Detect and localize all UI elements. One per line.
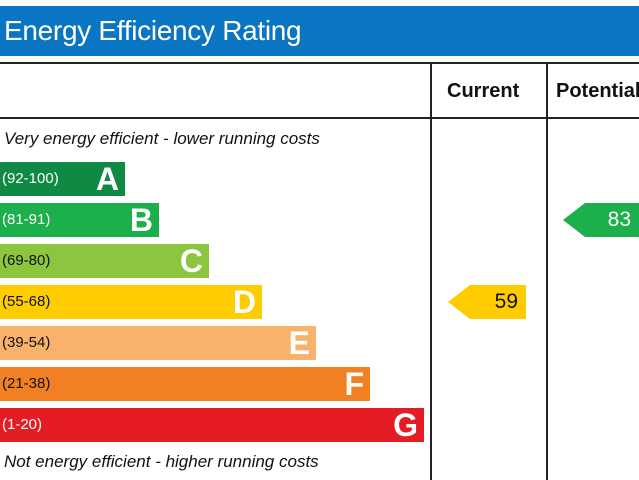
band-range-label: (1-20) <box>2 416 43 433</box>
potential-rating-arrow: 83 <box>563 203 639 237</box>
band-letter: G <box>393 407 418 443</box>
band-range-label: (81-91) <box>2 211 51 228</box>
band-range-label: (92-100) <box>2 170 59 187</box>
band-range-label: (21-38) <box>2 375 51 392</box>
band-e: (39-54) E <box>0 325 316 361</box>
band-range-label: (69-80) <box>2 252 51 269</box>
potential-column-header: Potential <box>556 80 639 102</box>
band-g: (1-20) G <box>0 407 424 443</box>
band-letter: E <box>288 325 310 361</box>
current-arrow-shape <box>448 285 526 319</box>
potential-arrow-shape <box>563 203 639 237</box>
header-divider <box>0 117 639 119</box>
band-c: (69-80) C <box>0 243 209 279</box>
band-letter: F <box>344 366 364 402</box>
bottom-note: Not energy efficient - higher running co… <box>4 452 319 471</box>
band-a: (92-100) A <box>0 161 125 197</box>
divider-potential <box>546 62 548 480</box>
band-d: (55-68) D <box>0 284 262 320</box>
band-letter: A <box>95 161 119 197</box>
band-letter: B <box>129 202 153 238</box>
current-rating-value: 59 <box>494 290 518 313</box>
band-letter: D <box>232 284 256 320</box>
band-letter: C <box>179 243 203 279</box>
band-range-label: (39-54) <box>2 334 51 351</box>
chart-title: Energy Efficiency Rating <box>4 15 302 46</box>
band-f: (21-38) F <box>0 366 370 402</box>
rating-table <box>0 62 639 480</box>
current-column-header: Current <box>447 80 520 102</box>
potential-rating-value: 83 <box>607 208 631 231</box>
top-note: Very energy efficient - lower running co… <box>4 129 320 148</box>
current-rating-arrow: 59 <box>448 285 526 319</box>
title-bar: Energy Efficiency Rating <box>0 6 639 56</box>
divider-current <box>430 62 432 480</box>
band-range-label: (55-68) <box>2 293 51 310</box>
band-b: (81-91) B <box>0 202 159 238</box>
